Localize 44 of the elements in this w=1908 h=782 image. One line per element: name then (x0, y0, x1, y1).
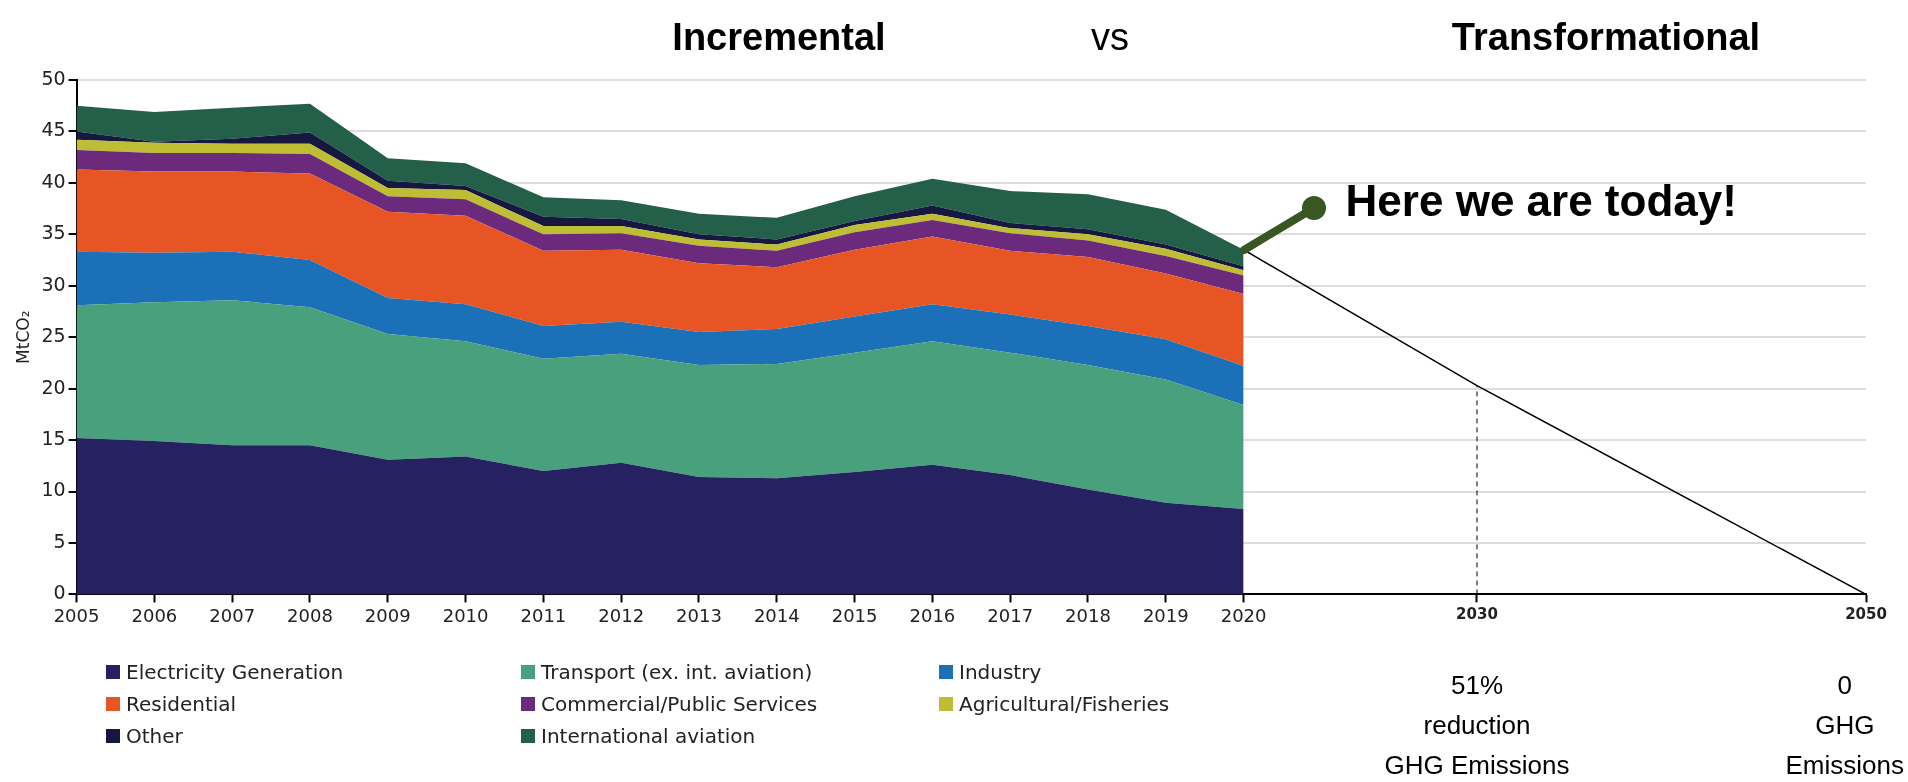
legend-label: Residential (126, 692, 237, 716)
annotation: 0 GHG Emissions (1785, 669, 1905, 780)
x-tick-label: 2009 (364, 604, 411, 626)
annotation: 51% reduction GHG Emissions (1384, 669, 1570, 780)
y-tick-label: 30 (41, 272, 66, 295)
y-tick-label: 35 (41, 221, 66, 244)
x-tick-label: 2007 (209, 604, 256, 626)
y-tick-label: 15 (41, 427, 66, 450)
y-tick-label: 10 (41, 478, 66, 501)
legend-label: Industry (959, 660, 1042, 684)
y-tick-label: 20 (41, 375, 66, 398)
x-tick-label: 2011 (520, 604, 567, 626)
legend-label: Transport (ex. int. aviation) (541, 660, 813, 684)
y-axis-title: MtCO₂ (12, 310, 33, 364)
x-tick-label: 2008 (287, 604, 333, 626)
x-tick-label: 2014 (753, 604, 800, 626)
x-tick-label: 2018 (1065, 604, 1111, 626)
legend-label: Electricity Generation (126, 660, 344, 684)
x-tick-label: 2017 (987, 604, 1034, 626)
legend-label: Agricultural/Fisheries (959, 692, 1170, 716)
y-tick-label: 5 (53, 529, 66, 552)
x-tick-label: 2010 (442, 604, 489, 626)
annotation: Here we are today! (1345, 175, 1737, 225)
x-tick-label: 2030 (1456, 605, 1498, 624)
x-tick-label: 2015 (831, 604, 878, 626)
y-tick-label: 45 (41, 118, 66, 141)
x-tick-label: 2012 (598, 604, 645, 626)
y-tick-label: 25 (41, 324, 66, 347)
y-tick-label: 40 (41, 169, 66, 192)
legend-label: International aviation (541, 724, 756, 748)
y-tick-label: 50 (41, 66, 66, 89)
text: vs (1091, 16, 1129, 59)
x-tick-label: 2006 (131, 604, 178, 626)
x-tick-label: 2005 (53, 604, 100, 626)
x-tick-label: 2013 (676, 604, 722, 626)
legend-label: Other (126, 724, 183, 748)
legend-label: Commercial/Public Services (541, 692, 818, 716)
text: Incremental (672, 16, 886, 59)
x-tick-label: 2050 (1845, 605, 1887, 624)
text: Transformational (1451, 16, 1761, 59)
x-tick-label: 2019 (1142, 604, 1189, 626)
x-tick-label: 2016 (909, 604, 956, 626)
x-tick-label: 2020 (1220, 604, 1267, 626)
y-tick-label: 0 (53, 581, 66, 604)
